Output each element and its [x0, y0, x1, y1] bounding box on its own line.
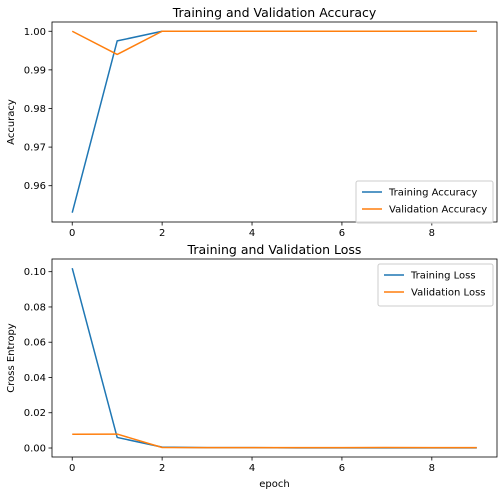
x-tick-label: 6: [339, 463, 345, 474]
y-tick-label: 0.97: [24, 143, 46, 154]
x-tick-label: 4: [249, 228, 255, 239]
y-tick-label: 1.00: [24, 27, 46, 38]
x-tick-label: 2: [159, 463, 165, 474]
x-tick-label: 2: [159, 228, 165, 239]
chart-title: Training and Validation Accuracy: [172, 5, 377, 20]
x-tick-label: 8: [429, 228, 435, 239]
legend-label: Validation Loss: [411, 288, 486, 299]
chart-0: Training and Validation Accuracy 0 2 4 6 8 0.9…: [6, 5, 498, 239]
x-tick-label: 0: [69, 463, 75, 474]
series-line-validation-loss: [72, 433, 477, 449]
y-axis-label: Cross Entropy: [6, 323, 17, 393]
legend: [377, 263, 494, 307]
y-axis-label: Accuracy: [6, 99, 17, 145]
x-tick-label: 8: [429, 463, 435, 474]
y-tick-label: 0.96: [24, 181, 46, 192]
y-tick-label: 0.99: [24, 65, 46, 76]
plot-frame-1: [51, 258, 498, 458]
plot-frame-0: [51, 21, 498, 223]
y-tick-label: 0.06: [24, 338, 46, 349]
x-tick-label: 6: [339, 228, 345, 239]
x-tick-label: 4: [249, 463, 255, 474]
chart-1: Training and Validation Loss 0 2 4 6 8 0.00 0.0…: [6, 242, 498, 490]
legend-label: Training Loss: [410, 271, 476, 282]
y-tick-label: 0.00: [24, 444, 46, 455]
legend-label: Validation Accuracy: [389, 205, 487, 216]
legend: [355, 180, 494, 224]
legend-label: Training Accuracy: [388, 188, 477, 199]
y-tick-label: 0.02: [24, 408, 46, 419]
chart-title: Training and Validation Loss: [187, 242, 362, 257]
y-tick-label: 0.04: [24, 373, 46, 384]
y-tick-label: 0.98: [24, 104, 46, 115]
x-axis-label: epoch: [259, 479, 289, 490]
x-tick-label: 0: [69, 228, 75, 239]
y-tick-label: 0.08: [24, 302, 46, 313]
y-tick-label: 0.10: [24, 267, 46, 278]
series-line-validation-accuracy: [71, 30, 477, 56]
